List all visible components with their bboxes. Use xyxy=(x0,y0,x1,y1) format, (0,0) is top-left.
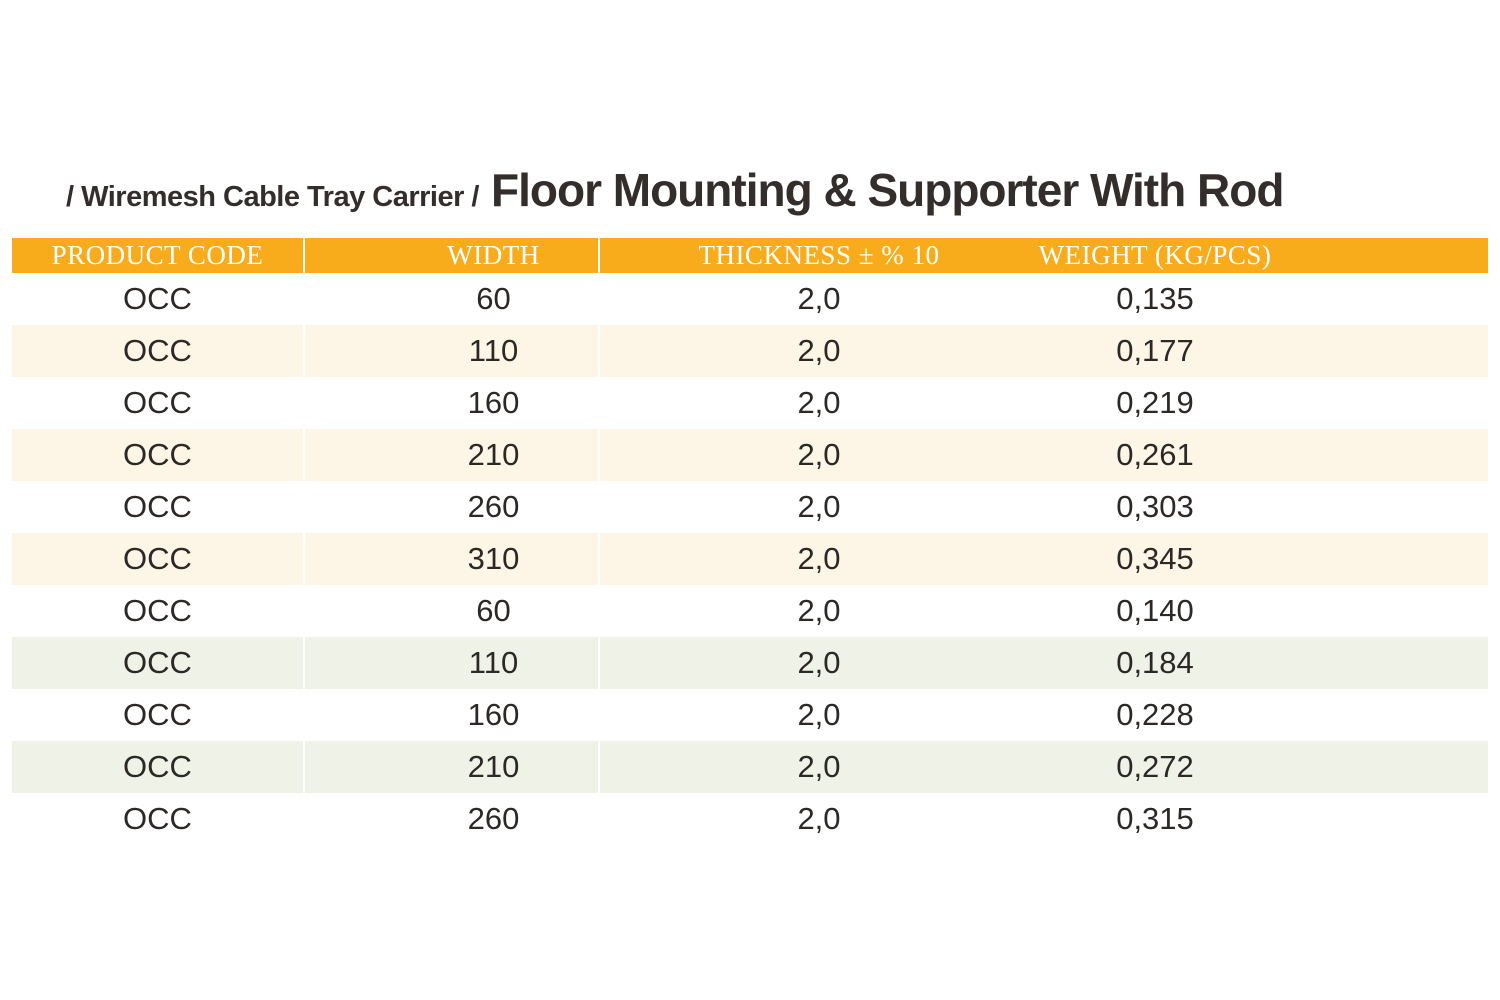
thickness-cell: 2,0 xyxy=(600,429,1038,481)
product-code-cell: OCC xyxy=(12,689,305,741)
table-row: OCC 160 2,0 0,219 xyxy=(12,377,1488,429)
table-row: OCC 60 2,0 0,140 xyxy=(12,585,1488,637)
column-header-product-code: PRODUCT CODE xyxy=(12,238,305,273)
thickness-cell: 2,0 xyxy=(600,377,1038,429)
width-cell: 110 xyxy=(305,637,600,689)
column-header-width: WIDTH xyxy=(305,238,600,273)
thickness-cell: 2,0 xyxy=(600,481,1038,533)
table-row: OCC 60 2,0 0,135 xyxy=(12,273,1488,325)
thickness-cell: 2,0 xyxy=(600,585,1038,637)
weight-cell: 0,228 xyxy=(1038,689,1488,741)
weight-cell: 0,140 xyxy=(1038,585,1488,637)
table-header-row: PRODUCT CODE WIDTH THICKNESS ± % 10 WEIG… xyxy=(12,238,1488,273)
table-row: OCC 110 2,0 0,184 xyxy=(12,637,1488,689)
thickness-cell: 2,0 xyxy=(600,533,1038,585)
table-row: OCC 260 2,0 0,303 xyxy=(12,481,1488,533)
weight-cell: 0,303 xyxy=(1038,481,1488,533)
weight-cell: 0,261 xyxy=(1038,429,1488,481)
table-row: OCC 110 2,0 0,177 xyxy=(12,325,1488,377)
product-code-cell: OCC xyxy=(12,325,305,377)
product-code-cell: OCC xyxy=(12,273,305,325)
product-spec-table: PRODUCT CODE WIDTH THICKNESS ± % 10 WEIG… xyxy=(12,238,1488,845)
width-cell: 310 xyxy=(305,533,600,585)
thickness-cell: 2,0 xyxy=(600,793,1038,845)
product-code-cell: OCC xyxy=(12,637,305,689)
thickness-cell: 2,0 xyxy=(600,741,1038,793)
breadcrumb: / Wiremesh Cable Tray Carrier / xyxy=(66,181,480,213)
thickness-cell: 2,0 xyxy=(600,689,1038,741)
width-cell: 60 xyxy=(305,273,600,325)
product-code-cell: OCC xyxy=(12,585,305,637)
width-cell: 260 xyxy=(305,793,600,845)
weight-cell: 0,272 xyxy=(1038,741,1488,793)
thickness-cell: 2,0 xyxy=(600,273,1038,325)
product-code-cell: OCC xyxy=(12,429,305,481)
weight-cell: 0,135 xyxy=(1038,273,1488,325)
weight-cell: 0,177 xyxy=(1038,325,1488,377)
weight-cell: 0,345 xyxy=(1038,533,1488,585)
product-code-cell: OCC xyxy=(12,377,305,429)
column-header-thickness: THICKNESS ± % 10 xyxy=(600,238,1038,273)
product-code-cell: OCC xyxy=(12,533,305,585)
weight-cell: 0,184 xyxy=(1038,637,1488,689)
width-cell: 110 xyxy=(305,325,600,377)
width-cell: 60 xyxy=(305,585,600,637)
column-header-weight: WEIGHT (KG/PCS) xyxy=(1038,238,1488,273)
weight-cell: 0,315 xyxy=(1038,793,1488,845)
thickness-cell: 2,0 xyxy=(600,637,1038,689)
product-code-cell: OCC xyxy=(12,793,305,845)
table-row: OCC 210 2,0 0,272 xyxy=(12,741,1488,793)
weight-cell: 0,219 xyxy=(1038,377,1488,429)
product-code-cell: OCC xyxy=(12,741,305,793)
table-row: OCC 160 2,0 0,228 xyxy=(12,689,1488,741)
table-row: OCC 210 2,0 0,261 xyxy=(12,429,1488,481)
width-cell: 260 xyxy=(305,481,600,533)
page-title: Floor Mounting & Supporter With Rod xyxy=(491,164,1284,216)
table-row: OCC 310 2,0 0,345 xyxy=(12,533,1488,585)
width-cell: 210 xyxy=(305,429,600,481)
table-row: OCC 260 2,0 0,315 xyxy=(12,793,1488,845)
thickness-cell: 2,0 xyxy=(600,325,1038,377)
width-cell: 160 xyxy=(305,689,600,741)
product-code-cell: OCC xyxy=(12,481,305,533)
width-cell: 160 xyxy=(305,377,600,429)
width-cell: 210 xyxy=(305,741,600,793)
title-line: / Wiremesh Cable Tray Carrier / Floor Mo… xyxy=(66,163,1284,217)
